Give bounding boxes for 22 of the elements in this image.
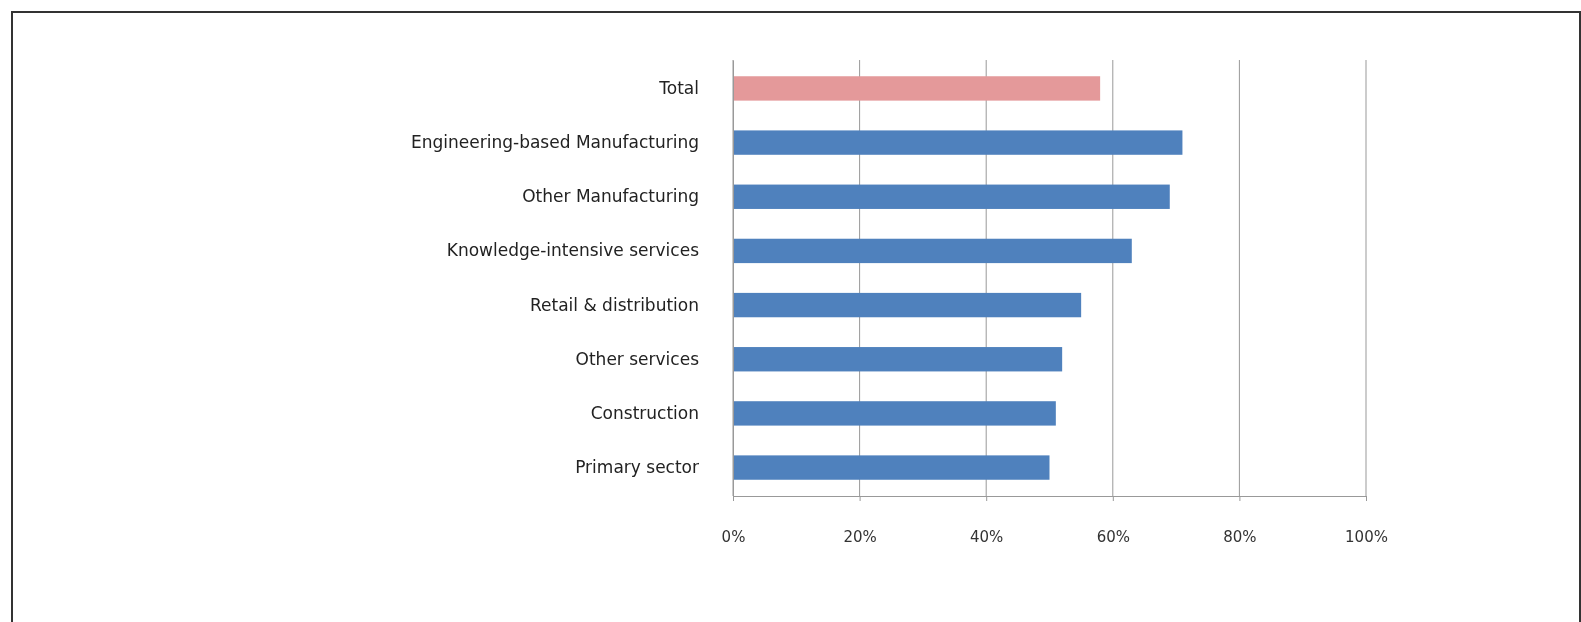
x-tick-label: 40% xyxy=(970,527,1004,546)
x-tick-label: 20% xyxy=(843,527,877,546)
y-tick-label: Other services xyxy=(575,348,700,369)
bar xyxy=(733,130,1183,155)
bar xyxy=(733,184,1170,209)
y-tick-label: Engineering-based Manufacturing xyxy=(411,132,699,153)
y-tick-label: Total xyxy=(658,77,699,98)
bar xyxy=(733,401,1056,426)
x-tick-label: 80% xyxy=(1223,527,1257,546)
y-tick-label: Primary sector xyxy=(575,457,699,478)
y-tick-label: Construction xyxy=(590,402,699,423)
x-tick-label: 60% xyxy=(1096,527,1130,546)
bar xyxy=(733,347,1063,372)
y-tick-label: Other Manufacturing xyxy=(522,186,699,207)
bar xyxy=(733,238,1132,264)
x-tick-label: 100% xyxy=(1345,527,1388,546)
x-tick-label: 0% xyxy=(721,527,746,546)
y-tick-label: Retail & distribution xyxy=(530,294,699,315)
bar xyxy=(733,292,1082,318)
bar xyxy=(733,76,1101,101)
bar xyxy=(733,455,1050,480)
y-tick-label: Knowledge-intensive services xyxy=(446,240,700,261)
